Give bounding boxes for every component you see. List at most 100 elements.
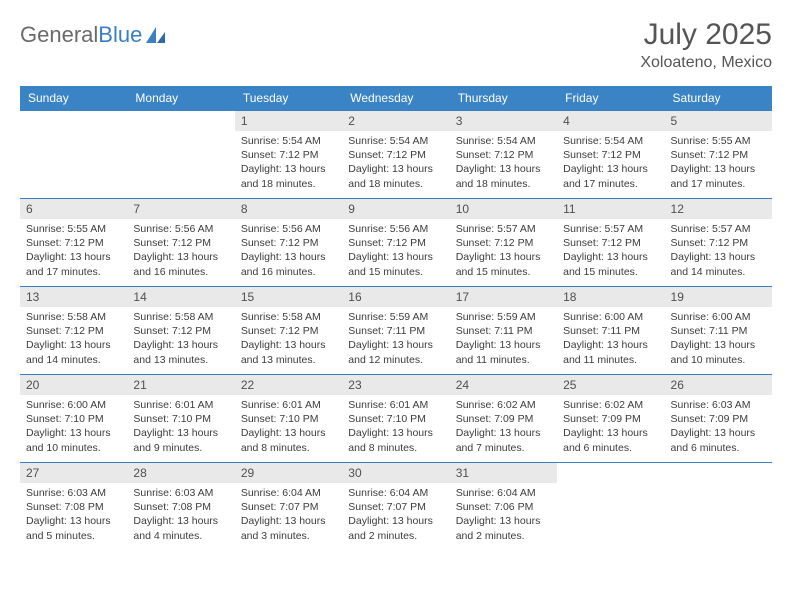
calendar-cell: 1Sunrise: 5:54 AMSunset: 7:12 PMDaylight…: [235, 111, 342, 199]
day-content: Sunrise: 6:04 AMSunset: 7:07 PMDaylight:…: [235, 483, 342, 549]
calendar-body: 1Sunrise: 5:54 AMSunset: 7:12 PMDaylight…: [20, 111, 772, 551]
day-number: 27: [20, 463, 127, 483]
calendar-cell-empty: [665, 463, 772, 551]
calendar-cell: 26Sunrise: 6:03 AMSunset: 7:09 PMDayligh…: [665, 375, 772, 463]
month-title: July 2025: [640, 18, 772, 52]
calendar-cell-empty: [127, 111, 234, 199]
day-content: Sunrise: 5:54 AMSunset: 7:12 PMDaylight:…: [557, 131, 664, 197]
calendar-row: 1Sunrise: 5:54 AMSunset: 7:12 PMDaylight…: [20, 111, 772, 199]
calendar-cell: 7Sunrise: 5:56 AMSunset: 7:12 PMDaylight…: [127, 199, 234, 287]
day-content: Sunrise: 6:01 AMSunset: 7:10 PMDaylight:…: [342, 395, 449, 461]
calendar-cell: 25Sunrise: 6:02 AMSunset: 7:09 PMDayligh…: [557, 375, 664, 463]
day-content: Sunrise: 5:57 AMSunset: 7:12 PMDaylight:…: [665, 219, 772, 285]
day-number: 12: [665, 199, 772, 219]
brand-logo: GeneralBlue: [20, 22, 167, 48]
day-content: Sunrise: 6:03 AMSunset: 7:09 PMDaylight:…: [665, 395, 772, 461]
day-number: 10: [450, 199, 557, 219]
day-content: Sunrise: 6:00 AMSunset: 7:11 PMDaylight:…: [665, 307, 772, 373]
calendar-cell: 28Sunrise: 6:03 AMSunset: 7:08 PMDayligh…: [127, 463, 234, 551]
day-number: 4: [557, 111, 664, 131]
calendar-cell: 19Sunrise: 6:00 AMSunset: 7:11 PMDayligh…: [665, 287, 772, 375]
calendar-cell: 20Sunrise: 6:00 AMSunset: 7:10 PMDayligh…: [20, 375, 127, 463]
day-content: Sunrise: 6:03 AMSunset: 7:08 PMDaylight:…: [20, 483, 127, 549]
day-content: Sunrise: 5:54 AMSunset: 7:12 PMDaylight:…: [235, 131, 342, 197]
calendar-cell: 31Sunrise: 6:04 AMSunset: 7:06 PMDayligh…: [450, 463, 557, 551]
calendar-cell: 8Sunrise: 5:56 AMSunset: 7:12 PMDaylight…: [235, 199, 342, 287]
brand-name-2: Blue: [98, 22, 142, 48]
calendar-cell: 11Sunrise: 5:57 AMSunset: 7:12 PMDayligh…: [557, 199, 664, 287]
day-number: 6: [20, 199, 127, 219]
day-content: Sunrise: 5:56 AMSunset: 7:12 PMDaylight:…: [342, 219, 449, 285]
day-number: 14: [127, 287, 234, 307]
calendar-cell: 6Sunrise: 5:55 AMSunset: 7:12 PMDaylight…: [20, 199, 127, 287]
day-content: Sunrise: 6:01 AMSunset: 7:10 PMDaylight:…: [235, 395, 342, 461]
day-number: 13: [20, 287, 127, 307]
calendar-cell: 10Sunrise: 5:57 AMSunset: 7:12 PMDayligh…: [450, 199, 557, 287]
day-number: 2: [342, 111, 449, 131]
calendar-grid: SundayMondayTuesdayWednesdayThursdayFrid…: [20, 86, 772, 551]
calendar-row: 13Sunrise: 5:58 AMSunset: 7:12 PMDayligh…: [20, 287, 772, 375]
day-content: Sunrise: 5:58 AMSunset: 7:12 PMDaylight:…: [127, 307, 234, 373]
calendar-cell: 23Sunrise: 6:01 AMSunset: 7:10 PMDayligh…: [342, 375, 449, 463]
weekday-header: Wednesday: [342, 86, 449, 111]
calendar-cell-empty: [557, 463, 664, 551]
day-content: Sunrise: 6:02 AMSunset: 7:09 PMDaylight:…: [450, 395, 557, 461]
calendar-cell: 14Sunrise: 5:58 AMSunset: 7:12 PMDayligh…: [127, 287, 234, 375]
calendar-cell: 13Sunrise: 5:58 AMSunset: 7:12 PMDayligh…: [20, 287, 127, 375]
day-number: 15: [235, 287, 342, 307]
brand-sail-icon: [145, 26, 167, 44]
weekday-header-row: SundayMondayTuesdayWednesdayThursdayFrid…: [20, 86, 772, 111]
weekday-header: Friday: [557, 86, 664, 111]
calendar-cell: 3Sunrise: 5:54 AMSunset: 7:12 PMDaylight…: [450, 111, 557, 199]
day-number: 29: [235, 463, 342, 483]
day-content: Sunrise: 5:56 AMSunset: 7:12 PMDaylight:…: [127, 219, 234, 285]
day-content: Sunrise: 5:55 AMSunset: 7:12 PMDaylight:…: [20, 219, 127, 285]
day-content: Sunrise: 5:58 AMSunset: 7:12 PMDaylight:…: [20, 307, 127, 373]
calendar-row: 20Sunrise: 6:00 AMSunset: 7:10 PMDayligh…: [20, 375, 772, 463]
calendar-cell: 21Sunrise: 6:01 AMSunset: 7:10 PMDayligh…: [127, 375, 234, 463]
day-number: 8: [235, 199, 342, 219]
weekday-header: Thursday: [450, 86, 557, 111]
day-content: Sunrise: 6:02 AMSunset: 7:09 PMDaylight:…: [557, 395, 664, 461]
day-number: 5: [665, 111, 772, 131]
header: GeneralBlue July 2025 Xoloateno, Mexico: [20, 18, 772, 72]
day-content: Sunrise: 5:57 AMSunset: 7:12 PMDaylight:…: [450, 219, 557, 285]
calendar-cell: 30Sunrise: 6:04 AMSunset: 7:07 PMDayligh…: [342, 463, 449, 551]
weekday-header: Sunday: [20, 86, 127, 111]
day-number: 25: [557, 375, 664, 395]
day-number: 1: [235, 111, 342, 131]
day-content: Sunrise: 5:56 AMSunset: 7:12 PMDaylight:…: [235, 219, 342, 285]
weekday-header: Saturday: [665, 86, 772, 111]
calendar-row: 27Sunrise: 6:03 AMSunset: 7:08 PMDayligh…: [20, 463, 772, 551]
weekday-header: Tuesday: [235, 86, 342, 111]
day-content: Sunrise: 5:55 AMSunset: 7:12 PMDaylight:…: [665, 131, 772, 197]
day-content: Sunrise: 5:59 AMSunset: 7:11 PMDaylight:…: [450, 307, 557, 373]
day-number: 17: [450, 287, 557, 307]
day-content: Sunrise: 6:04 AMSunset: 7:06 PMDaylight:…: [450, 483, 557, 549]
day-number: 18: [557, 287, 664, 307]
calendar-cell: 27Sunrise: 6:03 AMSunset: 7:08 PMDayligh…: [20, 463, 127, 551]
calendar-cell-empty: [20, 111, 127, 199]
calendar-cell: 16Sunrise: 5:59 AMSunset: 7:11 PMDayligh…: [342, 287, 449, 375]
day-number: 28: [127, 463, 234, 483]
calendar-cell: 9Sunrise: 5:56 AMSunset: 7:12 PMDaylight…: [342, 199, 449, 287]
day-number: 16: [342, 287, 449, 307]
day-content: Sunrise: 5:57 AMSunset: 7:12 PMDaylight:…: [557, 219, 664, 285]
day-content: Sunrise: 6:01 AMSunset: 7:10 PMDaylight:…: [127, 395, 234, 461]
calendar-cell: 29Sunrise: 6:04 AMSunset: 7:07 PMDayligh…: [235, 463, 342, 551]
calendar-cell: 22Sunrise: 6:01 AMSunset: 7:10 PMDayligh…: [235, 375, 342, 463]
day-content: Sunrise: 5:54 AMSunset: 7:12 PMDaylight:…: [450, 131, 557, 197]
day-number: 31: [450, 463, 557, 483]
calendar-cell: 17Sunrise: 5:59 AMSunset: 7:11 PMDayligh…: [450, 287, 557, 375]
day-number: 11: [557, 199, 664, 219]
day-number: 7: [127, 199, 234, 219]
brand-name-1: General: [20, 22, 98, 48]
weekday-header: Monday: [127, 86, 234, 111]
day-content: Sunrise: 6:00 AMSunset: 7:10 PMDaylight:…: [20, 395, 127, 461]
day-number: 30: [342, 463, 449, 483]
day-content: Sunrise: 5:58 AMSunset: 7:12 PMDaylight:…: [235, 307, 342, 373]
day-number: 23: [342, 375, 449, 395]
calendar-cell: 5Sunrise: 5:55 AMSunset: 7:12 PMDaylight…: [665, 111, 772, 199]
calendar-cell: 12Sunrise: 5:57 AMSunset: 7:12 PMDayligh…: [665, 199, 772, 287]
day-content: Sunrise: 6:00 AMSunset: 7:11 PMDaylight:…: [557, 307, 664, 373]
